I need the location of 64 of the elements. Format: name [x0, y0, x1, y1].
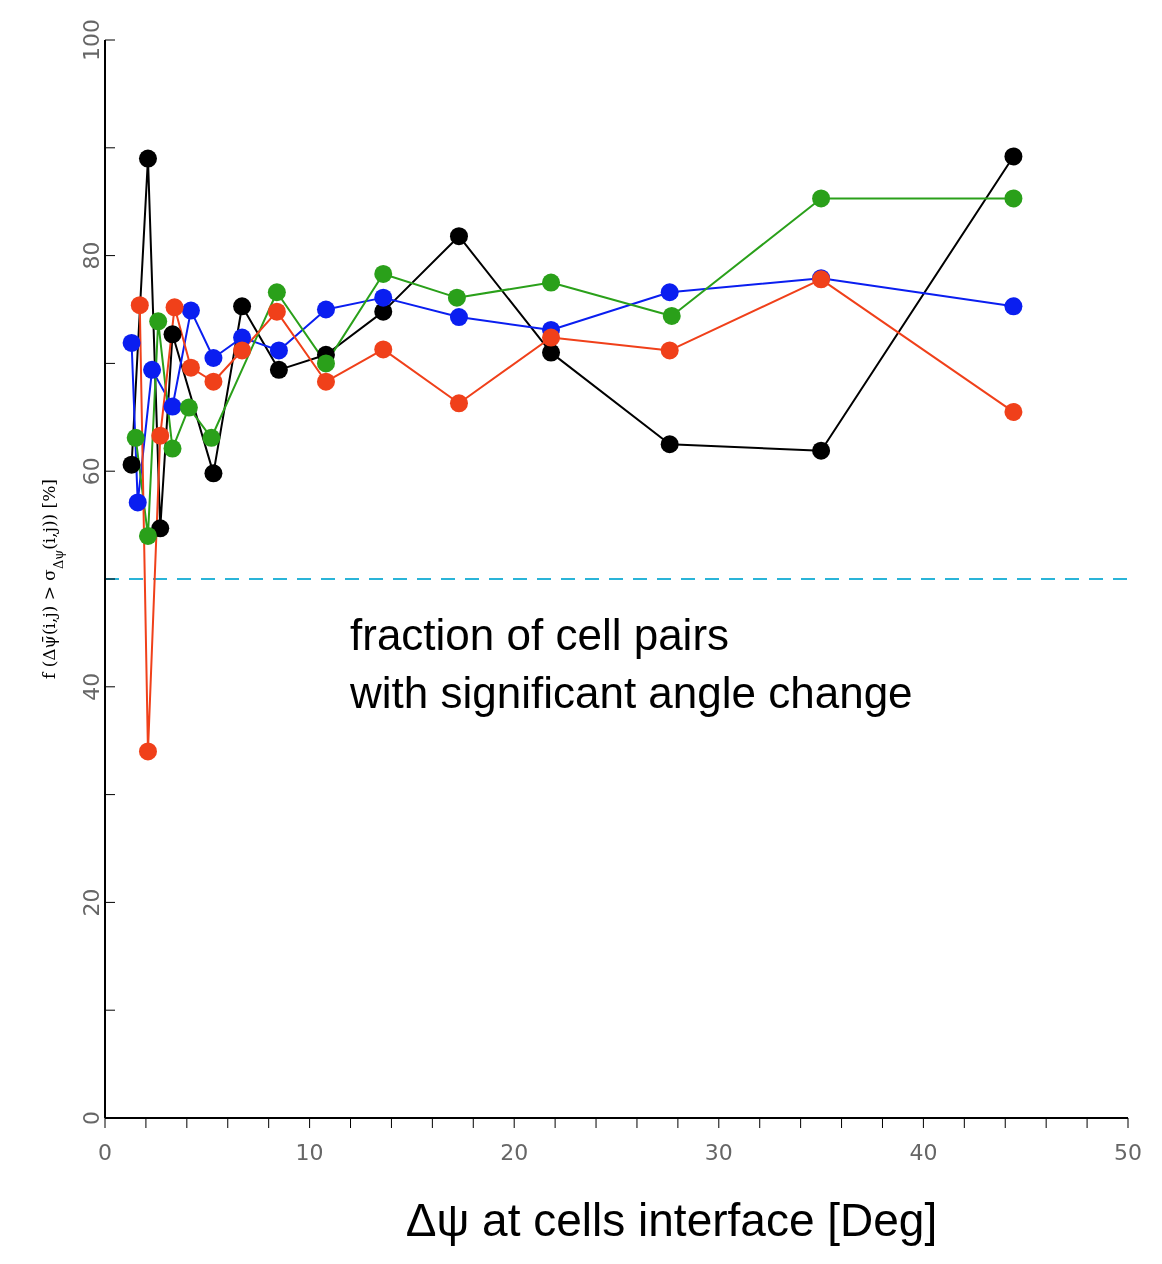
x-tick-label: 50	[1114, 1140, 1142, 1165]
point	[1004, 189, 1023, 208]
point	[1004, 297, 1023, 316]
point	[163, 397, 182, 416]
point	[449, 394, 468, 413]
point	[233, 297, 252, 316]
y-tick-label: 40	[79, 672, 104, 701]
x-tick-label: 10	[295, 1140, 324, 1165]
x-tick-label: 20	[500, 1140, 529, 1165]
point	[269, 360, 288, 379]
x-axis-title: Δψ at cells interface [Deg]	[405, 1194, 938, 1246]
point	[316, 300, 335, 319]
point	[449, 227, 468, 246]
point	[163, 325, 182, 344]
point	[122, 333, 141, 352]
point	[447, 288, 466, 307]
annotation: fraction of cell pairs with significant angle change	[350, 609, 914, 719]
point	[138, 526, 157, 545]
point	[449, 308, 468, 327]
point	[204, 349, 223, 368]
point	[138, 149, 157, 168]
point	[122, 455, 141, 474]
point	[165, 298, 184, 317]
point	[151, 426, 170, 445]
point	[374, 288, 393, 307]
point	[269, 341, 288, 360]
point	[660, 341, 679, 360]
point	[316, 354, 335, 373]
point	[267, 302, 286, 321]
point	[181, 301, 200, 320]
point	[143, 360, 162, 379]
point	[812, 441, 831, 460]
x-tick-label: 30	[704, 1140, 733, 1165]
point	[542, 328, 561, 347]
point	[1004, 147, 1023, 166]
point	[126, 428, 145, 447]
point	[812, 189, 831, 208]
point	[202, 428, 221, 447]
point	[267, 283, 286, 302]
point	[542, 343, 561, 362]
point	[138, 742, 157, 761]
y-tick-label: 0	[79, 1111, 104, 1125]
point	[316, 372, 335, 391]
point	[179, 398, 198, 417]
point	[660, 435, 679, 454]
point	[374, 340, 393, 359]
y-tick-label: 80	[79, 241, 104, 270]
point	[1004, 402, 1023, 421]
point	[662, 306, 681, 325]
point	[233, 341, 252, 360]
y-tick-label: 100	[79, 19, 104, 61]
point	[204, 464, 223, 483]
point	[542, 273, 561, 292]
point	[204, 372, 223, 391]
point	[374, 264, 393, 283]
point	[181, 358, 200, 377]
point	[130, 296, 149, 315]
point	[149, 312, 168, 331]
point	[163, 439, 182, 458]
y-tick-label: 60	[79, 457, 104, 486]
point	[128, 493, 147, 512]
y-tick-label: 20	[79, 888, 104, 917]
point	[660, 283, 679, 302]
x-tick-label: 40	[909, 1140, 938, 1165]
